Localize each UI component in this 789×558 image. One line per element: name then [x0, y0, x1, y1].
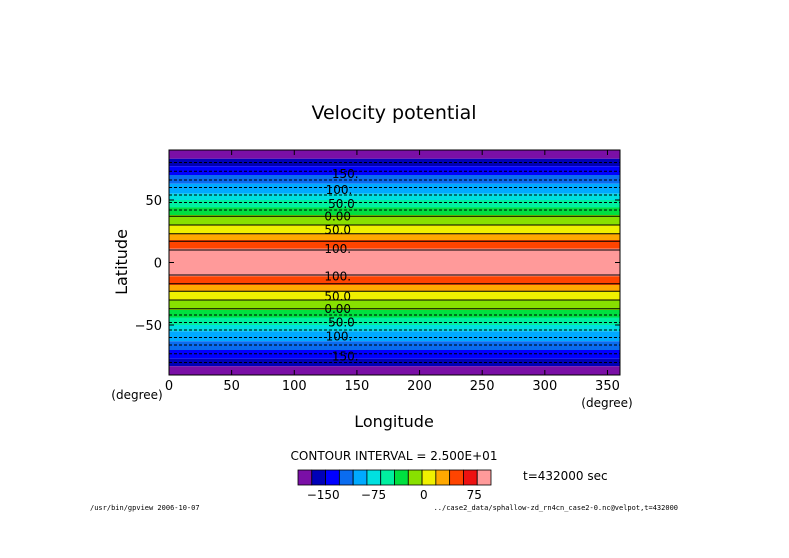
x-tick-label: 350 — [595, 379, 620, 394]
contour-label: 50.0 — [328, 316, 355, 330]
y-axis-unit: (degree) — [111, 388, 162, 402]
colorbar-swatch — [449, 469, 464, 486]
colorbar-swatch — [297, 469, 313, 486]
color-band — [169, 300, 620, 310]
contour-label: 0.00 — [324, 302, 351, 316]
x-tick-label: 250 — [470, 379, 495, 394]
colorbar-swatch — [463, 469, 478, 486]
plot-area: 150.100.50.00.0050.0100.100.50.00.0050.0… — [168, 149, 621, 376]
colorbar-swatch — [352, 469, 368, 486]
contour-label: 100. — [324, 269, 351, 283]
color-bands — [169, 150, 620, 375]
y-axis: −50 0 50 — [135, 194, 620, 334]
contour-label: 0.00 — [324, 209, 351, 223]
color-band — [169, 233, 620, 240]
color-band — [169, 350, 620, 359]
footer-right: ../case2_data/sphallow-zd_rn4cn_case2-0.… — [434, 504, 678, 512]
color-band — [169, 166, 620, 175]
contour-labels: 150.100.50.00.0050.0100.100.50.00.0050.0… — [324, 167, 358, 364]
contour-lines — [169, 162, 620, 363]
contour-interval-text: CONTOUR INTERVAL = 2.500E+01 — [291, 449, 498, 463]
color-band — [169, 175, 620, 184]
time-label: t=432000 sec — [523, 469, 608, 483]
x-tick-label: 300 — [532, 379, 557, 394]
colorbar-tick-label: 75 — [467, 488, 482, 502]
color-band — [169, 240, 620, 249]
y-tick-label: −50 — [135, 319, 162, 334]
colorbar-swatch — [394, 469, 409, 486]
colorbar-swatch — [338, 469, 354, 486]
color-band — [169, 200, 620, 208]
colorbar-swatch — [325, 469, 340, 486]
x-axis: 0 50 100 150 200 250 300 350 — [165, 150, 620, 394]
x-axis-unit: (degree) — [581, 396, 632, 410]
x-tick-label: 150 — [345, 379, 370, 394]
colorbar: −150 −75 0 75 — [297, 469, 492, 502]
x-tick-label: 50 — [223, 379, 240, 394]
contour-label: 150. — [332, 349, 359, 363]
color-band — [169, 207, 620, 215]
color-band — [169, 285, 620, 292]
colorbar-tick-label: −150 — [307, 488, 340, 502]
chart-title: Velocity potential — [311, 102, 476, 124]
x-tick-label: 0 — [165, 379, 173, 394]
contour-label: 150. — [332, 167, 359, 181]
color-band — [169, 183, 620, 194]
color-band — [169, 341, 620, 350]
color-band — [169, 225, 620, 234]
colorbar-tick-label: −75 — [361, 488, 386, 502]
color-band — [169, 317, 620, 325]
color-band — [169, 150, 620, 159]
colorbar-swatch — [366, 469, 382, 486]
colorbar-swatch — [476, 469, 492, 486]
color-band — [169, 325, 620, 332]
color-band — [169, 276, 620, 285]
x-tick-label: 200 — [407, 379, 432, 394]
y-tick-label: 0 — [154, 257, 162, 272]
x-tick-label: 100 — [282, 379, 307, 394]
y-axis-label: Latitude — [112, 229, 131, 295]
color-band — [169, 193, 620, 200]
colorbar-tick-label: 0 — [420, 488, 428, 502]
colorbar-swatch — [407, 469, 423, 486]
contour-label: 50.0 — [328, 197, 355, 211]
contour-label: 50.0 — [324, 223, 351, 237]
colorbar-swatch — [435, 469, 451, 486]
contour-label: 100. — [326, 329, 353, 343]
x-axis-label: Longitude — [354, 412, 434, 431]
color-band — [169, 291, 620, 300]
colorbar-swatch — [421, 469, 437, 486]
contour-label: 100. — [326, 183, 353, 197]
color-band — [169, 331, 620, 342]
y-tick-label: 50 — [145, 194, 162, 209]
color-band — [169, 215, 620, 225]
color-band — [169, 248, 620, 277]
contour-label: 100. — [324, 242, 351, 256]
color-band — [169, 366, 620, 375]
contour-label: 50.0 — [324, 289, 351, 303]
colorbar-swatch — [311, 469, 326, 486]
color-band — [169, 310, 620, 318]
footer-left: /usr/bin/gpview 2006-10-07 — [90, 504, 200, 512]
colorbar-swatch — [380, 469, 395, 486]
